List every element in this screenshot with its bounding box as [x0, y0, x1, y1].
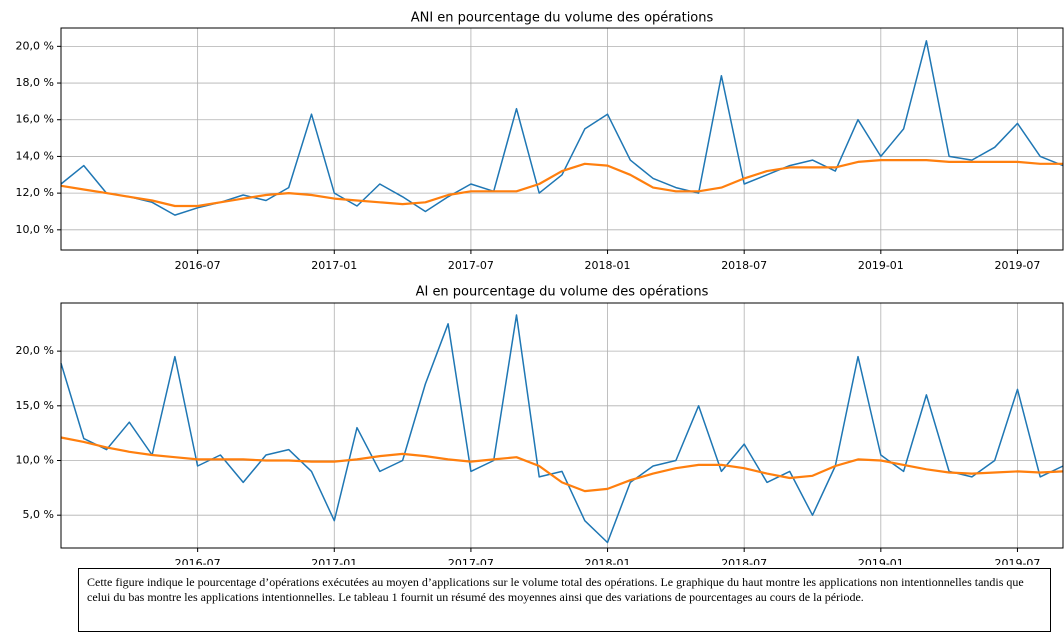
- y-tick-label: 16,0 %: [16, 113, 54, 126]
- line-series: [60, 159, 1063, 208]
- y-tick-label: 10,0 %: [16, 454, 54, 467]
- y-tick-label: 10,0 %: [16, 223, 54, 236]
- y-tick-label: 18,0 %: [16, 76, 54, 89]
- y-tick-label: 20,0 %: [16, 39, 54, 52]
- y-tick-label: 15,0 %: [16, 399, 54, 412]
- y-tick-label: 12,0 %: [16, 186, 54, 199]
- x-tick-label: 2018-01: [585, 259, 631, 272]
- charts: ANI en pourcentage du volume des opérati…: [16, 11, 1064, 565]
- x-tick-label: 2018-01: [585, 557, 631, 565]
- y-tick-label: 20,0 %: [16, 344, 54, 357]
- x-tick-label: 2019-01: [858, 259, 904, 272]
- x-tick-label: 2016-07: [175, 259, 221, 272]
- x-tick-label: 2019-01: [858, 557, 904, 565]
- x-tick-label: 2017-01: [311, 557, 357, 565]
- y-tick-label: 14,0 %: [16, 149, 54, 162]
- line-series: [60, 436, 1064, 493]
- x-tick-label: 2016-07: [175, 557, 221, 565]
- chart-title: ANI en pourcentage du volume des opérati…: [411, 11, 714, 26]
- x-tick-label: 2018-07: [721, 557, 767, 565]
- x-tick-label: 2019-07: [994, 557, 1040, 565]
- x-tick-label: 2018-07: [721, 259, 767, 272]
- chart-title: AI en pourcentage du volume des opératio…: [416, 285, 709, 300]
- caption: Cette figure indique le pourcentage d’op…: [78, 568, 1051, 632]
- y-tick-label: 5,0 %: [23, 508, 54, 521]
- x-tick-label: 2017-07: [448, 557, 494, 565]
- plot-frame: [60, 302, 1064, 549]
- line-series: [60, 314, 1064, 544]
- x-tick-label: 2019-07: [994, 259, 1040, 272]
- line-series: [60, 40, 1064, 216]
- plot-frame: [60, 27, 1064, 251]
- x-tick-label: 2017-07: [448, 259, 494, 272]
- x-tick-label: 2017-01: [311, 259, 357, 272]
